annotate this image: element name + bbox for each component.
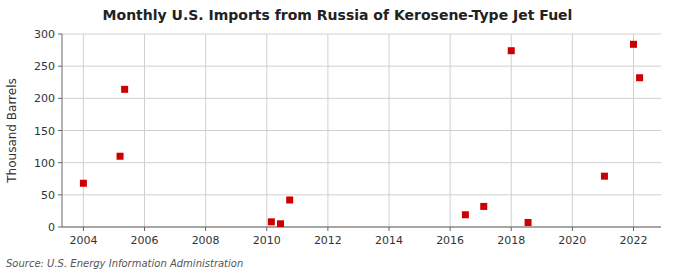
tick-label: 2014: [375, 234, 403, 247]
tick-label: 0: [48, 221, 55, 234]
tick-mark: [389, 227, 390, 231]
source-note: Source: U.S. Energy Information Administ…: [6, 258, 243, 269]
tick-label: 200: [34, 92, 55, 105]
grid-line: [389, 34, 390, 227]
grid-line: [62, 66, 661, 67]
tick-label: 2004: [69, 234, 97, 247]
tick-mark: [450, 227, 451, 231]
tick-label: 2006: [131, 234, 159, 247]
tick-mark: [633, 227, 634, 231]
point: [80, 180, 87, 187]
grid-line: [511, 34, 512, 227]
background: [0, 0, 675, 275]
tick-mark: [205, 227, 206, 231]
point: [508, 47, 515, 54]
tick-label: 50: [41, 189, 55, 202]
tick-mark: [83, 227, 84, 231]
point: [462, 211, 469, 218]
tick-label: 2012: [314, 234, 342, 247]
tick-mark: [58, 194, 62, 195]
grid-line: [62, 98, 661, 99]
tick-label: 2018: [497, 234, 525, 247]
tick-label: 2022: [619, 234, 647, 247]
tick-mark: [58, 98, 62, 99]
grid-line: [572, 34, 573, 227]
tick-label: 300: [34, 28, 55, 41]
grid-line: [62, 162, 661, 163]
grid-line: [62, 194, 661, 195]
point: [121, 86, 128, 93]
y-axis-label: Thousand Barrels: [5, 78, 19, 183]
grid-line: [205, 34, 206, 227]
points: [80, 41, 643, 227]
title: Monthly U.S. Imports from Russia of Kero…: [103, 7, 573, 23]
grid-line: [633, 34, 634, 227]
tick-mark: [327, 227, 328, 231]
grid-line: [450, 34, 451, 227]
x-axis-line: [62, 227, 661, 228]
point: [636, 74, 643, 81]
grid-line: [83, 34, 84, 227]
tick-mark: [266, 227, 267, 231]
point: [480, 203, 487, 210]
tick-label: 2010: [253, 234, 281, 247]
grid-line: [144, 34, 145, 227]
tick-mark: [58, 162, 62, 163]
tick-mark: [58, 66, 62, 67]
chart: Monthly U.S. Imports from Russia of Kero…: [0, 0, 675, 275]
point: [117, 153, 124, 160]
point: [630, 41, 637, 48]
point: [277, 220, 284, 227]
point: [286, 196, 293, 203]
tick-mark: [572, 227, 573, 231]
grid: [62, 34, 661, 227]
point: [525, 219, 532, 226]
tick-label: 2008: [192, 234, 220, 247]
grid-line: [62, 227, 661, 228]
tick-label: 2020: [558, 234, 586, 247]
tick-mark: [144, 227, 145, 231]
tick-mark: [58, 130, 62, 131]
axes: 0 50 100 150 200 250 300 2004 2006 2008 2010 2012 20…: [34, 28, 661, 247]
tick-label: 2016: [436, 234, 464, 247]
tick-mark: [511, 227, 512, 231]
point: [601, 173, 608, 180]
grid-line: [327, 34, 328, 227]
tick-label: 150: [34, 125, 55, 138]
grid-line: [62, 130, 661, 131]
point: [268, 218, 275, 225]
tick-mark: [58, 34, 62, 35]
tick-mark: [58, 227, 62, 228]
tick-label: 250: [34, 60, 55, 73]
grid-line: [266, 34, 267, 227]
grid-line: [62, 34, 661, 35]
y-axis-line: [62, 34, 63, 227]
tick-label: 100: [34, 157, 55, 170]
